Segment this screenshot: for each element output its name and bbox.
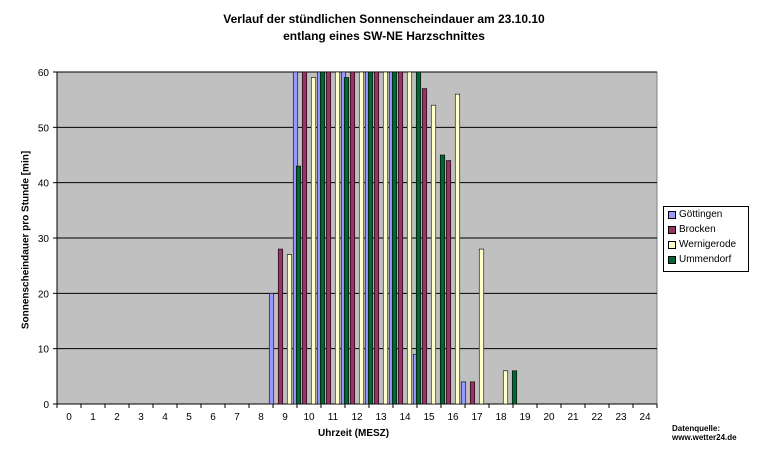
y-tick-label: 60 [38,68,50,79]
y-tick-label: 30 [38,234,50,245]
bar-wernigerode-17 [478,248,485,405]
x-tick-label: 1 [90,412,96,423]
legend-item-wernigerode: Wernigerode [664,237,748,252]
chart-title: Verlauf der stündlichen Sonnenscheindaue… [223,12,545,26]
bar-wernigerode-14 [406,71,413,405]
bar-wernigerode-12 [358,71,365,405]
x-tick-label: 23 [615,412,627,423]
bar-wernigerode-10 [310,77,317,405]
bar-wernigerode-11 [334,71,341,405]
bar-ummendorf-9 [295,165,302,405]
y-tick-label: 20 [38,289,50,300]
y-tick-label: 40 [38,179,50,190]
x-tick-label: 13 [375,412,387,423]
x-axis-label: Uhrzeit (MESZ) [318,428,390,439]
x-tick-label: 3 [138,412,144,423]
legend-swatch [668,225,676,234]
bar-brocken-13 [373,71,380,405]
legend-item-goettingen: Göttingen [664,207,748,222]
y-tick-label: 50 [38,123,50,134]
legend-item-brocken: Brocken [664,222,748,237]
x-tick-label: 8 [258,412,264,423]
x-tick-label: 21 [567,412,579,423]
legend-label: Ummendorf [679,254,732,265]
x-tick-label: 2 [114,412,120,423]
bar-brocken-15 [421,88,428,405]
bar-ummendorf-10 [319,71,326,405]
bar-brocken-16 [445,160,452,405]
chart-subtitle: entlang eines SW-NE Harzschnittes [283,29,485,43]
x-tick-label: 7 [234,412,240,423]
bar-ummendorf-11 [343,77,350,405]
x-tick-label: 14 [399,412,411,423]
legend-swatch [668,210,676,219]
bar-ummendorf-18 [511,370,518,405]
bar-wernigerode-13 [382,71,389,405]
source-url: www.wetter24.de [672,433,737,442]
x-tick-label: 22 [591,412,603,423]
bar-brocken-10 [301,71,308,405]
x-tick-label: 4 [162,412,168,423]
legend-label: Wernigerode [679,239,737,250]
bar-brocken-11 [325,71,332,405]
bar-ummendorf-14 [415,71,422,405]
bar-wernigerode-16 [454,93,461,405]
legend-label: Brocken [679,224,716,235]
bar-ummendorf-12 [367,71,374,405]
bar-brocken-9 [277,248,284,405]
x-tick-label: 5 [186,412,192,423]
x-tick-label: 19 [519,412,531,423]
x-tick-label: 20 [543,412,555,423]
legend-swatch [668,255,676,264]
x-tick-label: 11 [328,412,339,423]
x-tick-label: 24 [639,412,651,423]
legend: Göttingen Brocken Wernigerode Ummendorf [663,206,749,272]
x-tick-label: 12 [351,412,363,423]
source-label: Datenquelle: [672,424,721,433]
x-tick-label: 9 [282,412,288,423]
y-tick-label: 10 [38,345,50,356]
x-tick-label: 6 [210,412,216,423]
legend-item-ummendorf: Ummendorf [664,252,748,267]
x-tick-label: 15 [423,412,435,423]
y-tick-label: 0 [43,400,49,411]
x-tick-label: 18 [495,412,507,423]
bar-brocken-14 [397,71,404,405]
data-source-note: Datenquelle: www.wetter24.de [672,424,737,442]
bar-goettingen-17 [460,381,467,405]
legend-label: Göttingen [679,209,723,220]
bar-brocken-17 [469,381,476,405]
bar-wernigerode-15 [430,104,437,405]
x-tick-label: 16 [447,412,459,423]
x-tick-label: 10 [303,412,315,423]
bar-brocken-12 [349,71,356,405]
x-tick-label: 17 [471,412,483,423]
bar-ummendorf-13 [391,71,398,405]
bar-goettingen-9 [268,293,275,405]
legend-swatch [668,240,676,249]
bar-ummendorf-15 [439,154,446,405]
x-tick-label: 0 [66,412,72,423]
bar-wernigerode-18 [502,370,509,405]
y-axis-label: Sonnenscheindauer pro Stunde [min] [20,150,32,330]
bar-wernigerode-9 [286,254,293,405]
